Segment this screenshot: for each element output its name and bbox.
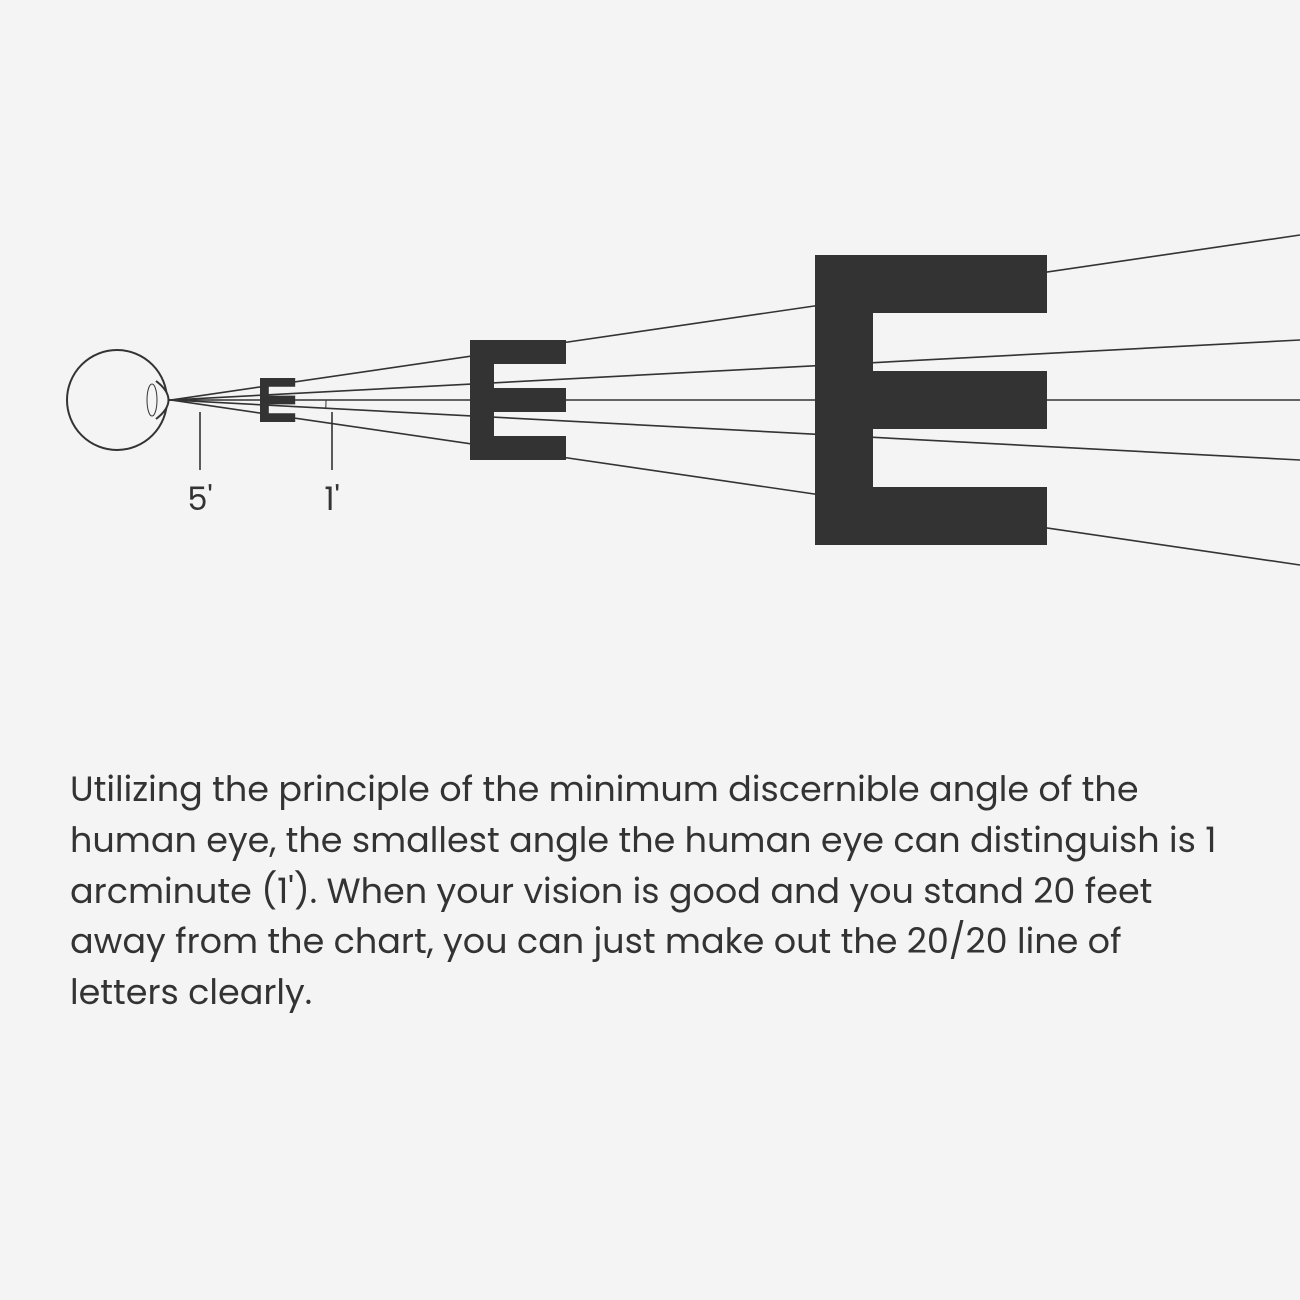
svg-text:5': 5'	[187, 477, 212, 522]
visual-acuity-diagram: 5' 1'	[0, 0, 1300, 700]
svg-text:1': 1'	[324, 477, 339, 522]
caption-text: Utilizing the principle of the minimum d…	[70, 765, 1230, 1019]
